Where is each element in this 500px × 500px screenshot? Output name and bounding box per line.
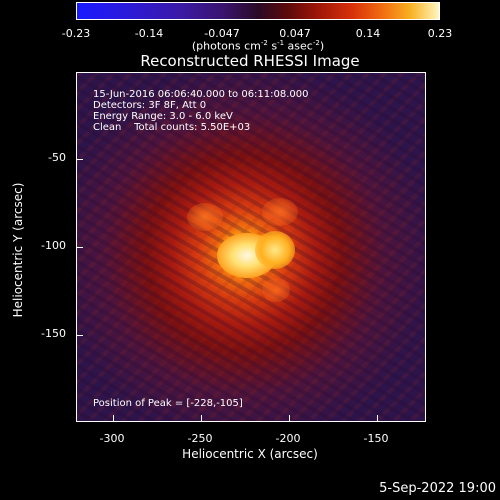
y-tick-mark [77,247,83,248]
y-tick-label: -150 [41,327,66,340]
timestamp: 5-Sep-2022 19:00 [379,481,496,496]
page-title: Reconstructed RHESSI Image [140,52,360,70]
detectors-info: Detectors: 3F 8F, Att 0 [93,100,207,111]
time-range: 15-Jun-2016 06:06:40.000 to 06:11:08.000 [93,89,309,100]
y-tick-mark [77,159,83,160]
colorbar-units: (photons cm-2 s-1 asec-2) [191,39,325,53]
peak-position: Position of Peak = [-228,-105] [93,398,243,409]
energy-info: Energy Range: 3.0 - 6.0 keV [93,111,233,122]
bright-source [262,278,290,302]
x-tick-label: -200 [275,432,301,445]
x-tick-mark [377,415,378,421]
x-tick-label: -250 [187,432,213,445]
colorbar-tick: 0.23 [427,27,453,40]
colorbar-tick: -0.14 [134,27,164,40]
colorbar-tick: 0.14 [355,27,381,40]
y-tick-label: -50 [48,151,66,164]
colorbar-tick: 0.047 [279,27,311,40]
y-tick-mark [77,335,83,336]
x-tick-label: -300 [99,432,125,445]
x-tick-mark [201,415,202,421]
x-tick-label: -150 [363,432,389,445]
clean-info: Clean Total counts: 5.50E+03 [93,122,251,133]
bright-source [262,198,298,226]
x-axis-label: Heliocentric X (arcsec) [182,447,318,461]
x-tick-mark [113,415,114,421]
x-tick-mark [289,415,290,421]
colorbar [76,2,440,20]
colorbar-tick: -0.23 [61,27,91,40]
bright-source [187,203,223,231]
colorbar-tick: -0.047 [204,27,240,40]
y-tick-label: -100 [41,239,66,252]
y-axis-label: Heliocentric Y (arcsec) [11,182,25,318]
solar-image: 15-Jun-2016 06:06:40.000 to 06:11:08.000… [76,72,426,422]
bright-source [255,231,295,269]
